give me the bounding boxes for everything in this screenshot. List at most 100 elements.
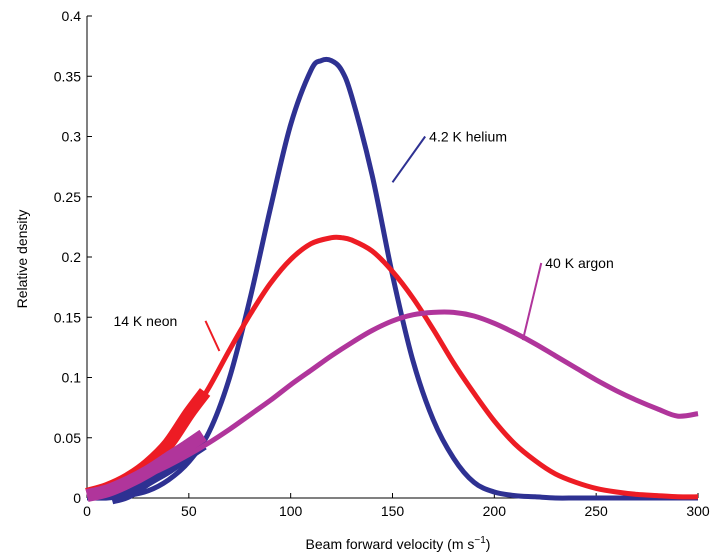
y-axis-title: Relative density: [14, 210, 30, 309]
data-point-14-k-neon: [311, 243, 312, 244]
data-point-40-k-argon: [453, 312, 454, 313]
data-point-4-2-k-helium: [331, 60, 332, 61]
x-tick-label: 100: [279, 503, 303, 519]
data-point-4-2-k-helium: [351, 96, 352, 97]
data-point-40-k-argon: [168, 465, 169, 466]
data-point-14-k-neon: [229, 349, 230, 350]
data-point-40-k-argon: [412, 314, 413, 315]
y-tick-label: 0.05: [54, 430, 81, 446]
data-point-14-k-neon: [372, 251, 373, 252]
data-point-4-2-k-helium: [229, 377, 230, 378]
annotation-leader: [391, 135, 426, 183]
data-point-4-2-k-helium: [168, 479, 169, 480]
data-point-14-k-neon: [392, 271, 393, 272]
data-point-4-2-k-helium: [616, 498, 617, 499]
series-40-k-argon: [85, 309, 699, 502]
data-point-40-k-argon: [494, 323, 495, 324]
data-point-40-k-argon: [87, 495, 88, 496]
data-point-4-2-k-helium: [290, 124, 291, 125]
data-point-40-k-argon: [474, 316, 475, 317]
data-point-40-k-argon: [209, 442, 210, 443]
data-point-40-k-argon: [616, 390, 617, 391]
data-point-14-k-neon: [188, 419, 189, 420]
data-point-14-k-neon: [270, 283, 271, 284]
data-point-4-2-k-helium: [494, 492, 495, 493]
annotation-label: 4.2 K helium: [429, 129, 507, 145]
data-point-14-k-neon: [494, 420, 495, 421]
data-point-40-k-argon: [148, 475, 149, 476]
x-tick-label: 200: [483, 503, 507, 519]
data-point-40-k-argon: [575, 367, 576, 368]
data-point-14-k-neon: [412, 298, 413, 299]
annotation-4-2-k-helium: 4.2 K helium: [391, 129, 507, 183]
data-point-4-2-k-helium: [87, 498, 88, 499]
annotations: 4.2 K helium 14 K neon 40 K argon: [113, 129, 614, 352]
data-point-14-k-neon: [555, 473, 556, 474]
y-tick-label: 0.3: [62, 129, 82, 145]
data-point-4-2-k-helium: [188, 461, 189, 462]
data-point-14-k-neon: [453, 363, 454, 364]
y-tick-label: 0: [73, 490, 81, 506]
data-point-40-k-argon: [698, 413, 699, 414]
data-point-14-k-neon: [351, 240, 352, 241]
data-point-14-k-neon: [514, 443, 515, 444]
x-tick-label: 250: [584, 503, 608, 519]
x-tick-label: 50: [181, 503, 197, 519]
data-point-40-k-argon: [107, 490, 108, 491]
y-tick-label: 0.2: [62, 249, 82, 265]
series-thick-start-40-k-argon: [85, 429, 207, 502]
y-tick-label: 0.4: [62, 8, 82, 24]
data-point-4-2-k-helium: [575, 498, 576, 499]
data-point-40-k-argon: [127, 483, 128, 484]
x-axis-title: Beam forward velocity (m s−1): [306, 535, 491, 552]
data-point-40-k-argon: [290, 384, 291, 385]
data-point-40-k-argon: [535, 343, 536, 344]
y-tick-label: 0.1: [62, 370, 82, 386]
data-point-40-k-argon: [555, 355, 556, 356]
annotation-label: 40 K argon: [545, 255, 614, 271]
data-point-4-2-k-helium: [341, 70, 342, 71]
annotation-leader: [521, 262, 543, 341]
data-point-4-2-k-helium: [209, 431, 210, 432]
series-line-40-k-argon: [86, 309, 699, 499]
data-point-40-k-argon: [229, 429, 230, 430]
data-point-40-k-argon: [270, 400, 271, 401]
data-point-4-2-k-helium: [372, 175, 373, 176]
data-point-14-k-neon: [290, 259, 291, 260]
annotation-label: 14 K neon: [113, 313, 177, 329]
data-point-40-k-argon: [433, 312, 434, 313]
annotation-14-k-neon: 14 K neon: [113, 313, 221, 352]
data-point-4-2-k-helium: [412, 360, 413, 361]
data-point-40-k-argon: [311, 370, 312, 371]
data-point-14-k-neon: [698, 496, 699, 497]
x-tick-label: 0: [83, 503, 91, 519]
annotation-leader: [204, 320, 221, 352]
y-tick-label: 0.25: [54, 189, 81, 205]
data-point-40-k-argon: [514, 332, 515, 333]
data-point-4-2-k-helium: [311, 70, 312, 71]
annotation-40-k-argon: 40 K argon: [521, 255, 614, 341]
data-point-4-2-k-helium: [148, 490, 149, 491]
data-point-40-k-argon: [351, 342, 352, 343]
data-point-4-2-k-helium: [127, 495, 128, 496]
y-tick-label: 0.15: [54, 309, 81, 325]
data-point-40-k-argon: [392, 320, 393, 321]
data-point-14-k-neon: [331, 237, 332, 238]
data-point-4-2-k-helium: [474, 482, 475, 483]
data-point-14-k-neon: [168, 446, 169, 447]
data-point-40-k-argon: [249, 414, 250, 415]
axes: 0 50 100 150 200 250 300 0 0.05 0.1 0.15 0.2 0.25 0.3…: [54, 8, 710, 519]
data-point-14-k-neon: [474, 393, 475, 394]
data-point-40-k-argon: [372, 330, 373, 331]
data-point-4-2-k-helium: [596, 498, 597, 499]
data-point-40-k-argon: [188, 454, 189, 455]
data-point-14-k-neon: [677, 496, 678, 497]
x-tick-label: 300: [686, 503, 710, 519]
data-point-40-k-argon: [596, 379, 597, 380]
data-point-4-2-k-helium: [453, 458, 454, 459]
data-point-14-k-neon: [575, 482, 576, 483]
data-point-4-2-k-helium: [249, 299, 250, 300]
data-point-4-2-k-helium: [433, 419, 434, 420]
data-point-4-2-k-helium: [535, 496, 536, 497]
